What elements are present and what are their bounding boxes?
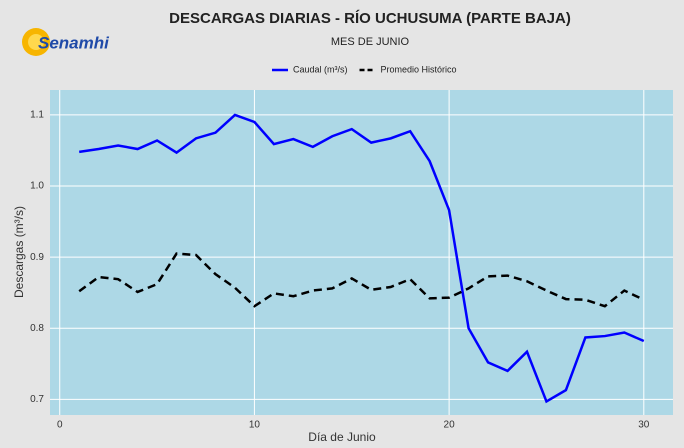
series-line — [78, 252, 645, 308]
logo-text: Senamhi — [38, 33, 110, 52]
y-tick-label: 0.8 — [30, 323, 44, 334]
y-tick-label: 0.7 — [30, 394, 44, 405]
logo: Senamhi — [22, 28, 110, 56]
y-tick-label: 1.1 — [30, 110, 44, 121]
y-tick-label: 1.0 — [30, 181, 44, 192]
series-line — [79, 113, 645, 404]
chart-subtitle: MES DE JUNIO — [331, 36, 410, 48]
x-tick-label: 30 — [638, 420, 650, 431]
logo-sun-core — [28, 34, 44, 50]
plot-area — [50, 90, 673, 415]
x-axis-label: Día de Junio — [308, 430, 376, 444]
legend-label: Caudal (m³/s) — [293, 64, 348, 74]
x-tick-label: 20 — [444, 420, 456, 431]
x-tick-label: 10 — [249, 420, 261, 431]
y-tick-label: 0.9 — [30, 252, 44, 263]
legend-label: Promedio Histórico — [381, 64, 457, 74]
y-axis-label: Descargas (m³/s) — [12, 206, 26, 298]
x-tick-label: 0 — [57, 420, 63, 431]
chart-title: DESCARGAS DIARIAS - RÍO UCHUSUMA (PARTE … — [169, 10, 571, 27]
